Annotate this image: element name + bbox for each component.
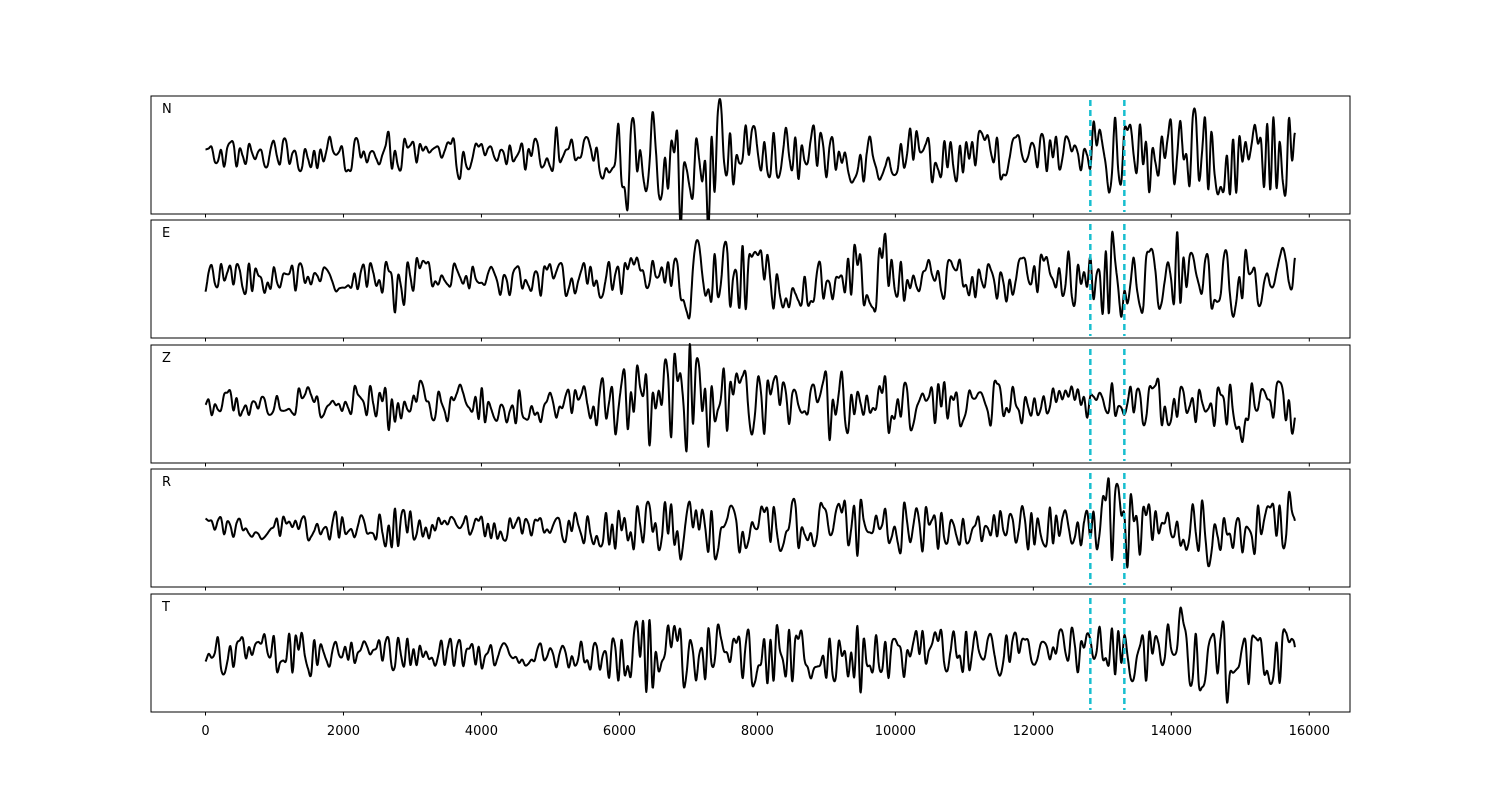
trace-E [204, 230, 1296, 320]
trace-R [204, 477, 1296, 569]
trace-Z [204, 343, 1296, 453]
panel-label-R: R [162, 475, 171, 490]
panel-label-Z: Z [162, 351, 171, 366]
x-tick-label: 6000 [603, 724, 636, 739]
x-tick-label: 2000 [327, 724, 360, 739]
trace-T [204, 606, 1296, 704]
panel-frame-E [150, 219, 1351, 339]
x-tick-label: 12000 [1013, 724, 1054, 739]
x-tick-label: 14000 [1151, 724, 1192, 739]
x-tick-label: 0 [201, 724, 209, 739]
panel-label-E: E [162, 226, 170, 241]
x-tick-label: 10000 [875, 724, 916, 739]
panel-label-T: T [161, 600, 170, 615]
x-tick-label: 8000 [741, 724, 774, 739]
panel-label-N: N [162, 102, 172, 117]
trace-N [204, 98, 1296, 232]
x-tick-label: 4000 [465, 724, 498, 739]
panel-frame-N [150, 95, 1351, 215]
panel-frame-Z [150, 344, 1351, 464]
x-tick-label: 16000 [1289, 724, 1330, 739]
